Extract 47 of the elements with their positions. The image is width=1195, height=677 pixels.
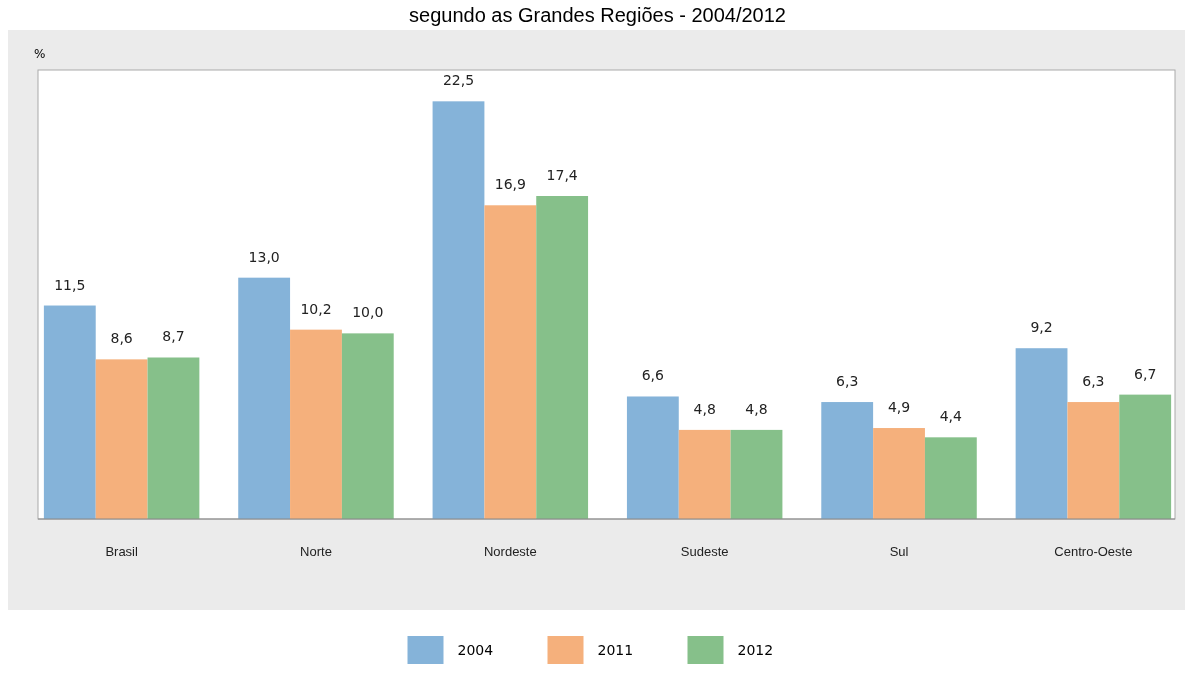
bar: [95, 359, 148, 519]
bar: [536, 196, 589, 519]
data-label: 4,8: [745, 400, 768, 417]
bar: [432, 101, 485, 519]
data-label: 22,5: [442, 72, 475, 89]
data-label: 6,7: [1134, 365, 1157, 382]
x-tick-label: Norte: [300, 544, 332, 560]
x-tick-label: Nordeste: [483, 544, 537, 560]
x-tick-label: Brasil: [105, 544, 138, 560]
legend-label: 2004: [457, 642, 494, 658]
data-label: 17,4: [546, 167, 578, 183]
bar: [1119, 394, 1172, 519]
bar: [1067, 402, 1120, 519]
bar: [147, 357, 200, 519]
x-tick-label: Sudeste: [680, 544, 729, 560]
data-label: 10,2: [300, 300, 332, 317]
y-axis-title: %: [34, 47, 46, 61]
bar: [730, 429, 783, 519]
bar: [678, 429, 731, 519]
data-label: 6,3: [836, 373, 859, 390]
bar: [626, 396, 679, 519]
bar: [290, 329, 342, 519]
bar: [1015, 348, 1068, 519]
bar: [43, 305, 96, 519]
data-label: 4,8: [693, 400, 716, 417]
data-label: 8,7: [162, 328, 185, 345]
bar: [484, 205, 537, 519]
chart-title: segundo as Grandes Regiões - 2004/2012: [409, 4, 786, 26]
data-label: 10,0: [352, 304, 384, 321]
data-label: 16,9: [494, 176, 526, 193]
legend-label: 2011: [597, 642, 634, 658]
data-label: 6,3: [1082, 373, 1105, 390]
bar: [821, 402, 874, 519]
data-label: 11,5: [54, 276, 86, 293]
bar: [238, 277, 291, 519]
bar: [873, 428, 925, 519]
bar: [924, 437, 977, 519]
bar: [341, 333, 394, 519]
data-label: 4,4: [939, 408, 963, 425]
data-label: 8,6: [110, 330, 133, 347]
data-label: 13,0: [248, 248, 280, 265]
legend-label: 2012: [737, 642, 774, 658]
data-label: 4,9: [887, 399, 911, 416]
x-tick-label: Sul: [889, 544, 909, 560]
x-tick-label: Centro-Oeste: [1054, 544, 1133, 560]
data-label: 9,2: [1030, 319, 1053, 336]
data-label: 6,6: [641, 367, 665, 384]
